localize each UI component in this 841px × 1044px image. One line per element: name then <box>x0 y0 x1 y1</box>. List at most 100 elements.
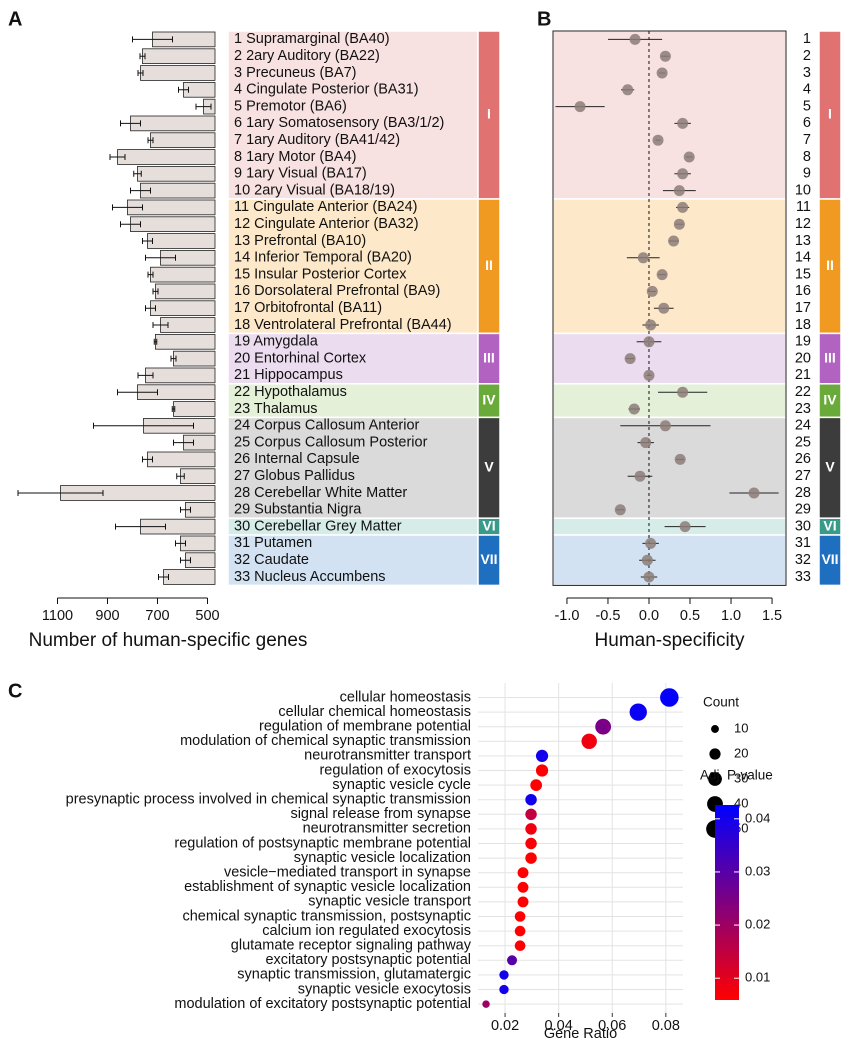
category-label: 14 Inferior Temporal (BA20) <box>234 250 412 266</box>
point <box>630 34 641 45</box>
category-label: 17 Orbitofrontal (BA11) <box>234 300 382 316</box>
category-label: 23 Thalamus <box>234 401 318 417</box>
category-label: 13 Prefrontal (BA10) <box>234 233 366 249</box>
bubble <box>515 926 526 937</box>
bubble <box>518 896 529 907</box>
row-number: 11 <box>796 199 811 215</box>
bubble <box>499 985 508 994</box>
point <box>634 471 645 482</box>
x-tick-label: -0.5 <box>595 608 620 624</box>
row-number: 23 <box>795 401 811 417</box>
size-legend-label: 20 <box>734 745 748 760</box>
x-tick-label: 0.0 <box>639 608 659 624</box>
point <box>684 152 695 163</box>
y-tick-label: regulation of membrane potential <box>259 719 471 735</box>
x-tick-label: 1100 <box>42 608 73 624</box>
point <box>643 572 654 583</box>
point <box>657 269 668 280</box>
bubble <box>518 882 529 893</box>
x-tick-label: 1.0 <box>721 608 741 624</box>
category-label: 26 Internal Capsule <box>234 451 360 467</box>
group-label: II <box>826 257 834 273</box>
group-background <box>553 417 786 518</box>
point <box>668 236 679 247</box>
row-number: 28 <box>795 485 811 501</box>
row-number: 7 <box>803 132 811 148</box>
bar <box>151 133 216 148</box>
row-number: 17 <box>795 300 811 316</box>
category-label: 12 Cingulate Anterior (BA32) <box>234 216 419 232</box>
bar <box>131 217 216 232</box>
y-tick-label: chemical synaptic transmission, postsyna… <box>182 908 471 924</box>
row-number: 22 <box>795 384 811 400</box>
bar <box>174 351 216 366</box>
category-label: 6 1ary Somatosensory (BA3/1/2) <box>234 115 444 131</box>
row-number: 27 <box>795 468 811 484</box>
row-number: 6 <box>803 115 811 131</box>
bubble <box>482 1000 490 1008</box>
row-number: 29 <box>795 502 811 518</box>
group-label: IV <box>482 391 496 407</box>
row-number: 5 <box>803 98 811 114</box>
x-tick-label: 0.08 <box>652 1018 680 1034</box>
category-label: 8 1ary Motor (BA4) <box>234 149 357 165</box>
category-label: 31 Putamen <box>234 535 312 551</box>
x-axis-title: Number of human-specific genes <box>29 630 308 651</box>
point <box>675 454 686 465</box>
bar <box>141 66 216 81</box>
group-label: VII <box>480 551 497 567</box>
point <box>647 286 658 297</box>
point <box>643 336 654 347</box>
row-number: 18 <box>795 317 811 333</box>
bubble <box>536 750 548 762</box>
y-tick-label: regulation of exocytosis <box>319 762 471 778</box>
color-bar-label: 0.04 <box>745 810 770 825</box>
group-label: I <box>487 106 491 122</box>
bar <box>138 166 216 181</box>
row-number: 4 <box>803 82 811 98</box>
category-label: 4 Cingulate Posterior (BA31) <box>234 82 419 98</box>
bubble <box>582 734 597 749</box>
point <box>645 320 656 331</box>
x-axis-title: Human-specificity <box>595 630 745 651</box>
point <box>660 51 671 62</box>
row-number: 33 <box>795 569 811 585</box>
bar <box>181 469 216 484</box>
row-number: 21 <box>795 367 811 383</box>
category-label: 7 1ary Auditory (BA41/42) <box>234 132 400 148</box>
category-label: 2 2ary Auditory (BA22) <box>234 48 380 64</box>
bubble <box>530 779 542 791</box>
y-tick-label: synaptic transmission, glutamatergic <box>237 967 471 983</box>
y-tick-label: excitatory postsynaptic potential <box>265 952 471 968</box>
row-number: 8 <box>803 149 811 165</box>
group-label: III <box>483 349 495 365</box>
panel-label: A <box>8 8 22 30</box>
row-number: 24 <box>795 418 811 434</box>
bar <box>141 183 216 198</box>
bar <box>148 452 216 467</box>
bar <box>146 368 216 383</box>
category-label: 28 Cerebellar White Matter <box>234 485 407 501</box>
point <box>674 219 685 230</box>
point <box>642 555 653 566</box>
group-label: V <box>484 459 494 475</box>
size-legend-label: 10 <box>734 720 748 735</box>
row-number: 20 <box>795 350 811 366</box>
bar <box>151 301 216 316</box>
point <box>575 101 586 112</box>
point <box>638 252 649 263</box>
bubble <box>525 838 536 849</box>
row-number: 3 <box>803 65 811 81</box>
x-tick-label: 700 <box>145 608 169 624</box>
group-background <box>553 333 786 383</box>
category-label: 15 Insular Posterior Cortex <box>234 266 407 282</box>
point <box>674 185 685 196</box>
point <box>677 168 688 179</box>
point <box>653 135 664 146</box>
y-tick-label: glutamate receptor signaling pathway <box>231 938 472 954</box>
row-number: 2 <box>803 48 811 64</box>
point <box>680 521 691 532</box>
category-label: 11 Cingulate Anterior (BA24) <box>234 199 418 215</box>
category-label: 32 Caudate <box>234 552 309 568</box>
y-tick-label: synaptic vesicle localization <box>294 850 471 866</box>
